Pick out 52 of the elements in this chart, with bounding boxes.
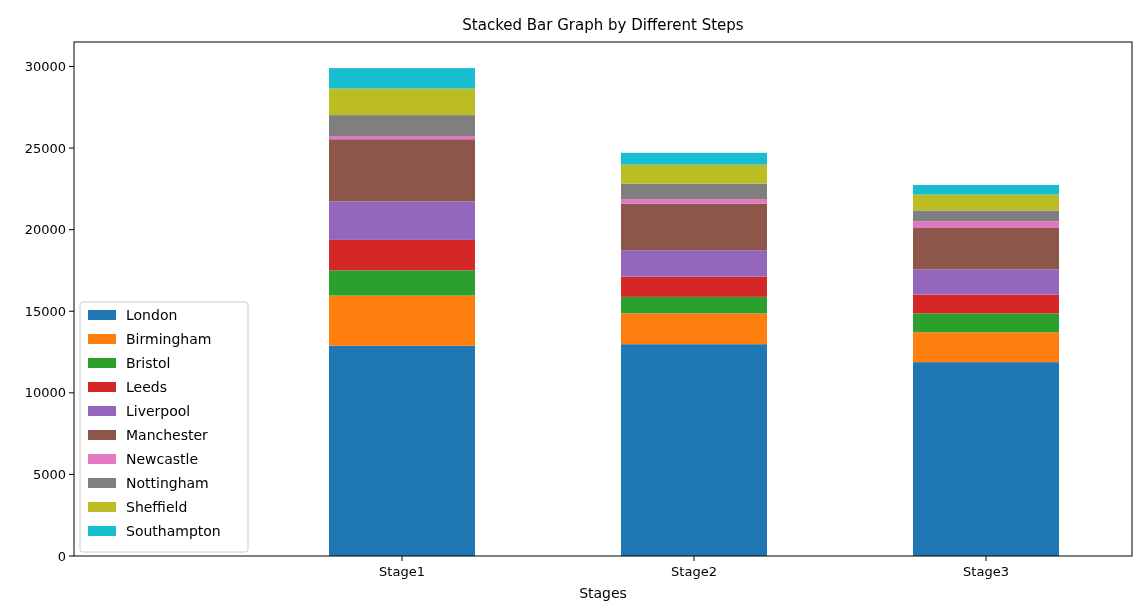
bar	[913, 362, 1059, 556]
bar	[329, 270, 475, 296]
bar	[621, 164, 767, 184]
bar	[913, 184, 1059, 195]
legend-label: London	[126, 306, 178, 323]
legend-label: Liverpool	[126, 402, 191, 419]
legend-label: Southampton	[126, 522, 221, 539]
y-tick-label: 0	[57, 548, 66, 564]
x-tick-label: Stage3	[963, 564, 1009, 579]
bar	[329, 139, 475, 202]
bar	[621, 296, 767, 314]
bar	[913, 210, 1059, 222]
x-axis-title: Stages	[579, 585, 627, 601]
bar	[913, 313, 1059, 333]
x-tick-label: Stage1	[379, 564, 425, 579]
bar	[329, 68, 475, 89]
bar	[329, 239, 475, 271]
y-tick-label: 20000	[24, 222, 66, 238]
legend-label: Sheffield	[126, 498, 188, 515]
legend-label: Newcastle	[126, 450, 199, 467]
bar	[621, 313, 767, 345]
legend-label: Nottingham	[126, 474, 209, 491]
legend-label: Birmingham	[126, 330, 212, 347]
bar	[913, 194, 1059, 211]
bar	[913, 221, 1059, 229]
bar	[621, 203, 767, 251]
bar	[913, 269, 1059, 295]
y-tick-label: 5000	[32, 466, 66, 482]
bar	[621, 344, 767, 556]
bar	[621, 276, 767, 297]
legend-label: Leeds	[126, 378, 167, 395]
legend-label: Manchester	[126, 426, 209, 443]
bar	[621, 183, 767, 200]
bar	[329, 201, 475, 240]
legend-label: Bristol	[126, 354, 171, 371]
bar	[621, 250, 767, 277]
bar	[329, 135, 475, 140]
x-tick-label: Stage2	[671, 564, 717, 579]
chart-title: Stacked Bar Graph by Different Steps	[462, 16, 744, 34]
y-tick-label: 30000	[24, 59, 66, 75]
bar	[329, 295, 475, 346]
bar	[329, 115, 475, 136]
y-tick-label: 15000	[24, 303, 66, 319]
bar	[621, 152, 767, 165]
bar	[621, 199, 767, 204]
bar	[329, 345, 475, 556]
bar	[913, 332, 1059, 363]
bar	[913, 294, 1059, 314]
y-tick-label: 25000	[24, 140, 66, 156]
bar	[913, 228, 1059, 270]
y-tick-label: 10000	[24, 385, 66, 401]
bar	[329, 88, 475, 116]
